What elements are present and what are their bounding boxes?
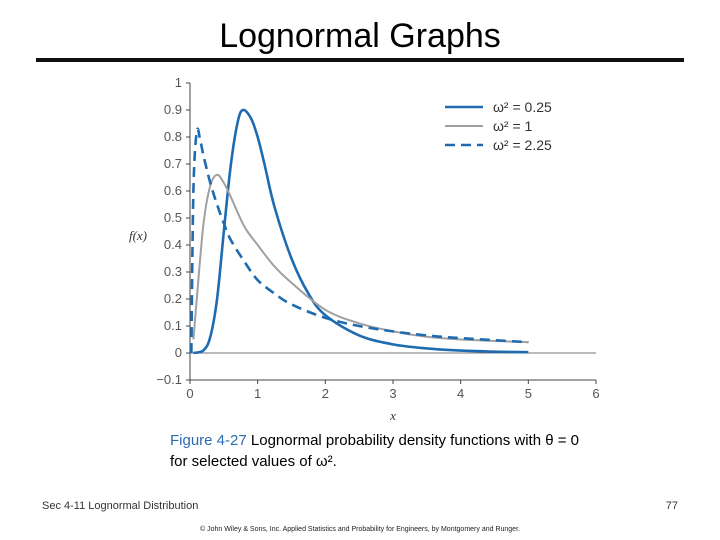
y-tick-label: 0: [175, 345, 182, 360]
y-tick-label: 0.5: [164, 210, 182, 225]
y-tick-label: 0.6: [164, 183, 182, 198]
figure-caption: Figure 4-27 Lognormal probability densit…: [170, 430, 590, 472]
series-line-2: [192, 173, 529, 344]
y-tick-label: 0.7: [164, 156, 182, 171]
caption-figure-number: Figure 4-27: [170, 432, 247, 449]
x-tick-label: 0: [186, 386, 193, 401]
y-tick-label: 1: [175, 75, 182, 90]
legend-label-1: ω² = 0.25: [493, 99, 552, 115]
series-line-3: [190, 127, 529, 354]
y-axis-label: f(x): [129, 228, 147, 243]
y-tick-label: 0.8: [164, 129, 182, 144]
series-line-1: [193, 108, 529, 355]
y-tick-label: 0.9: [164, 102, 182, 117]
y-tick-label: −0.1: [156, 372, 182, 387]
y-tick-label: 0.3: [164, 264, 182, 279]
slide-title: Lognormal Graphs: [219, 17, 501, 55]
footer-page-number: 77: [665, 500, 678, 512]
y-tick-label: 0.2: [164, 291, 182, 306]
y-tick-label: 0.4: [164, 237, 182, 252]
y-tick-label: 0.1: [164, 318, 182, 333]
title-divider: [36, 58, 684, 62]
x-axis-label: x: [389, 408, 396, 423]
legend-label-3: ω² = 2.25: [493, 137, 552, 153]
x-tick-label: 4: [457, 386, 464, 401]
x-tick-label: 1: [254, 386, 261, 401]
x-tick-label: 6: [592, 386, 599, 401]
copyright-notice: © John Wiley & Sons, Inc. Applied Statis…: [200, 526, 520, 533]
x-tick-label: 3: [389, 386, 396, 401]
caption-text: Lognormal probability density functions …: [170, 432, 579, 470]
x-tick-label: 2: [322, 386, 329, 401]
x-tick-label: 5: [525, 386, 532, 401]
footer-section-label: Sec 4-11 Lognormal Distribution: [42, 500, 199, 512]
legend-label-2: ω² = 1: [493, 118, 533, 134]
